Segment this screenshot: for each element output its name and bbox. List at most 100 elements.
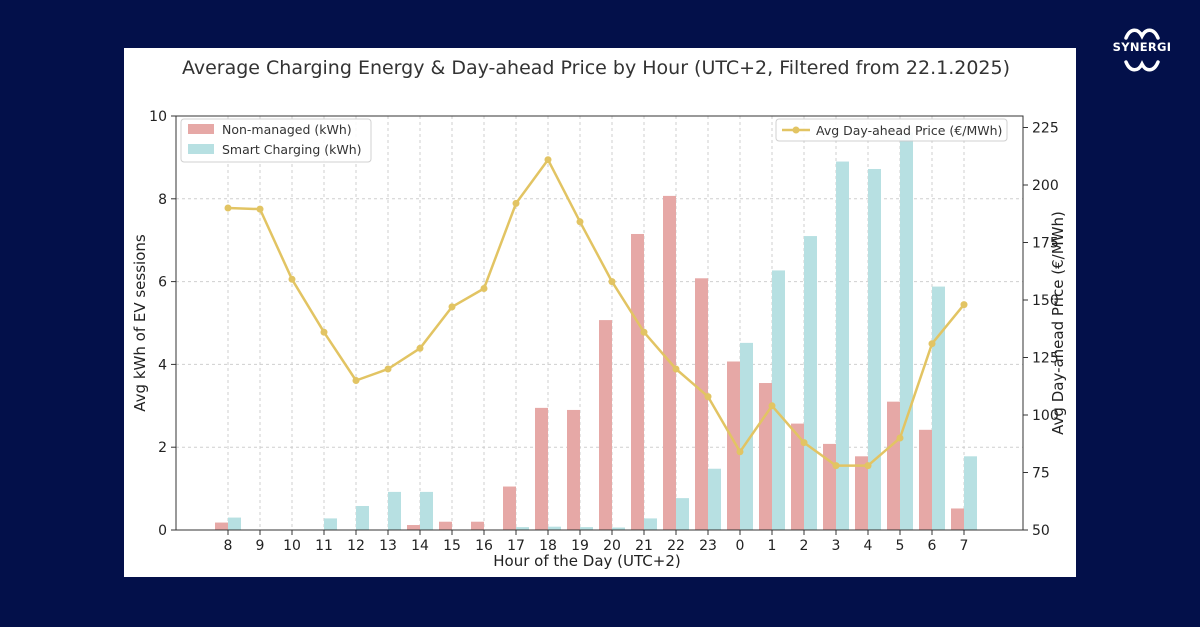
price-point	[416, 344, 424, 352]
bar-non-managed	[887, 401, 900, 530]
bar-non-managed	[919, 429, 932, 530]
bar-non-managed	[855, 456, 868, 530]
y2-tick-label: 50	[1032, 523, 1050, 539]
bar-smart-charging	[228, 517, 241, 530]
y-tick-label: 10	[149, 109, 167, 125]
bar-smart-charging	[356, 505, 369, 530]
price-point	[576, 218, 584, 226]
logo-mark	[1124, 28, 1160, 72]
bar-smart-charging	[612, 527, 625, 530]
bar-non-managed	[471, 521, 484, 530]
chart-title: Average Charging Energy & Day-ahead Pric…	[182, 57, 1010, 79]
x-tick-label: 8	[224, 538, 233, 554]
bar-non-managed	[791, 423, 804, 530]
bar-non-managed	[535, 407, 548, 530]
y2-tick-label: 175	[1032, 236, 1059, 252]
price-point	[960, 301, 968, 309]
bars	[215, 132, 977, 531]
x-tick-label: 12	[347, 538, 365, 554]
x-tick-label: 1	[768, 538, 777, 554]
x-tick-label: 7	[960, 538, 969, 554]
bar-smart-charging	[932, 286, 945, 530]
legend-swatch-non-managed	[188, 124, 214, 134]
y2-tick-label: 225	[1032, 121, 1059, 137]
bar-smart-charging	[740, 342, 753, 530]
bar-smart-charging	[900, 132, 913, 530]
price-point	[800, 439, 808, 447]
price-point	[736, 448, 744, 456]
x-tick-label: 23	[699, 538, 717, 554]
bar-non-managed	[599, 320, 612, 530]
x-tick-label: 21	[635, 538, 653, 554]
logo-text: SYNERGI	[1112, 40, 1172, 54]
x-tick-label: 16	[475, 538, 493, 554]
bar-non-managed	[631, 233, 644, 531]
x-tick-label: 9	[256, 538, 265, 554]
x-tick-label: 3	[832, 538, 841, 554]
price-point	[448, 303, 456, 311]
y-tick-label: 0	[158, 523, 167, 539]
price-point	[512, 199, 520, 207]
legend-label-price: Avg Day-ahead Price (€/MWh)	[816, 123, 1002, 138]
price-point	[256, 205, 264, 213]
y-axis-label: Avg kWh of EV sessions	[131, 234, 149, 412]
price-point	[672, 365, 680, 373]
bar-non-managed	[407, 525, 420, 530]
x-tick-label: 4	[864, 538, 873, 554]
bar-non-managed	[951, 508, 964, 530]
x-tick-label: 0	[736, 538, 745, 554]
bar-non-managed	[727, 361, 740, 530]
price-point	[832, 462, 840, 470]
bar-smart-charging	[964, 456, 977, 530]
bar-non-managed	[215, 522, 228, 530]
x-tick-label: 19	[571, 538, 589, 554]
y2-tick-label: 100	[1032, 408, 1059, 424]
bar-smart-charging	[420, 491, 433, 530]
price-line	[224, 156, 968, 470]
synergi-logo: SYNERGI	[1112, 26, 1172, 74]
x-tick-label: 5	[896, 538, 905, 554]
y-tick-label: 2	[158, 440, 167, 456]
x-tick-label: 6	[928, 538, 937, 554]
bar-smart-charging	[644, 518, 657, 530]
legend-swatch-price-marker	[792, 126, 800, 134]
x-tick-label: 14	[411, 538, 429, 554]
chart-card: Average Charging Energy & Day-ahead Pric…	[124, 48, 1076, 577]
price-point	[768, 402, 776, 410]
chart: Average Charging Energy & Day-ahead Pric…	[131, 57, 1067, 570]
price-point	[384, 365, 392, 373]
bar-smart-charging	[868, 168, 881, 530]
bar-smart-charging	[548, 526, 561, 530]
y-tick-label: 8	[158, 192, 167, 208]
x-tick-label: 2	[800, 538, 809, 554]
x-tick-label: 15	[443, 538, 461, 554]
bar-smart-charging	[772, 270, 785, 530]
legend-swatch-smart-charging	[188, 144, 214, 154]
price-point	[608, 278, 616, 286]
x-tick-label: 20	[603, 538, 621, 554]
bar-smart-charging	[676, 498, 689, 530]
y2-tick-label: 200	[1032, 178, 1059, 194]
bar-non-managed	[695, 278, 708, 530]
bar-non-managed	[439, 521, 452, 530]
price-point	[320, 328, 328, 336]
price-point	[352, 377, 360, 384]
price-point	[896, 434, 904, 442]
legend-label-smart-charging: Smart Charging (kWh)	[222, 142, 362, 157]
y-tick-label: 4	[158, 357, 167, 373]
x-tick-label: 22	[667, 538, 685, 554]
x-tick-label: 18	[539, 538, 557, 554]
price-point	[928, 340, 936, 348]
bar-non-managed	[567, 409, 580, 530]
y-tick-label: 6	[158, 275, 167, 291]
bar-non-managed	[503, 486, 516, 530]
price-point	[288, 275, 296, 283]
bar-smart-charging	[804, 236, 817, 530]
y2-tick-label: 125	[1032, 351, 1059, 367]
x-tick-label: 13	[379, 538, 397, 554]
plot-frame	[175, 115, 1024, 531]
x-axis-label: Hour of the Day (UTC+2)	[493, 552, 680, 570]
price-point	[544, 156, 552, 164]
price-point	[640, 328, 648, 336]
